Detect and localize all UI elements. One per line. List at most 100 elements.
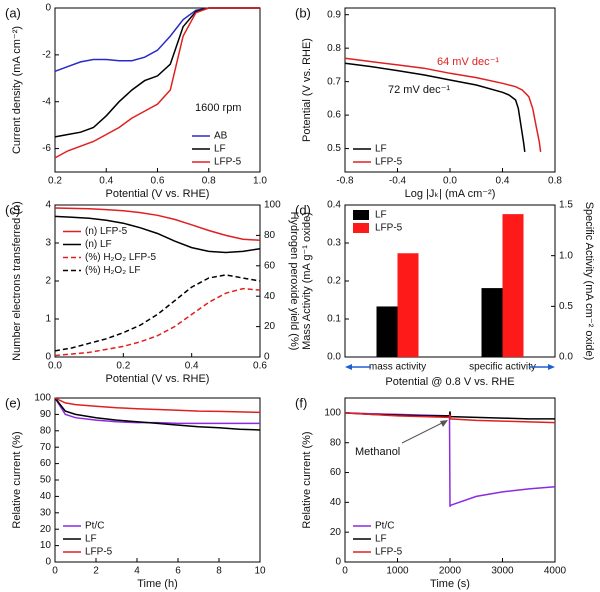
x-tick-label: -0.4	[389, 176, 407, 187]
legend-label: AB	[214, 131, 228, 142]
y-tick-label: 100	[34, 393, 51, 404]
line-series	[54, 397, 261, 414]
x-axis-label: Log |Jₖ| (mA cm⁻²)	[405, 188, 496, 200]
legend-label: (n) LF	[85, 239, 112, 250]
y-tick-label: 60	[40, 458, 52, 469]
y2-axis-label: Specific Activity (mA cm⁻² oxide)	[583, 202, 595, 361]
line-series	[344, 62, 526, 152]
x-tick-label: 0.4	[185, 361, 199, 372]
x-tick-label: 0.2	[116, 361, 130, 372]
arrowhead-left	[345, 364, 352, 370]
y2-tick-label: 1.5	[559, 200, 573, 211]
legend-label: LF	[375, 534, 387, 545]
annotation: 72 mV dec⁻¹	[388, 84, 450, 96]
legend-label: LFP-5	[375, 547, 403, 558]
annotation: 1600 rpm	[195, 102, 241, 114]
x-tick-label: 4000	[544, 566, 567, 577]
y-tick-label: 20	[330, 527, 342, 538]
y-tick-label: 70	[40, 442, 52, 453]
y2-tick-label: 0.0	[559, 352, 573, 363]
y-tick-label: 0.2	[327, 276, 341, 287]
y2-tick-label: 60	[264, 260, 276, 271]
y-tick-label: 100	[324, 408, 341, 419]
y-tick-label: 40	[40, 491, 52, 502]
legend-label: (n) LFP-5	[85, 226, 128, 237]
panel-tag: (e)	[5, 395, 21, 410]
y-axis-label: Mass Activity (mA g⁻¹ oxide)	[301, 212, 313, 350]
y2-tick-label: 40	[264, 291, 276, 302]
y2-tick-label: 20	[264, 321, 276, 332]
x-axis-label: Potential (V vs. RHE)	[106, 373, 210, 385]
x-tick-label: 0.8	[202, 176, 216, 187]
line-series	[54, 7, 260, 138]
x-axis-label: Potential (V vs. RHE)	[106, 188, 210, 200]
line-series	[344, 57, 542, 152]
x-tick-label: 0.0	[443, 176, 457, 187]
line-series	[54, 7, 260, 159]
x-tick-label: 2	[93, 566, 99, 577]
legend-label: LFP-5	[375, 223, 403, 234]
legend-label: LFP-5	[375, 157, 403, 168]
methanol-arrowhead	[440, 420, 448, 427]
x-tick-label: 0.8	[548, 176, 562, 187]
y-tick-label: 4	[45, 200, 51, 211]
line-series	[54, 397, 260, 425]
x-tick-label: 0.6	[253, 361, 267, 372]
y-tick-label: 0.6	[327, 110, 341, 121]
x-tick-label: 1.0	[253, 176, 267, 187]
y2-tick-label: 80	[264, 230, 276, 241]
legend-label: LF	[214, 144, 226, 155]
x-tick-label: 0.0	[48, 361, 62, 372]
category-label: mass activity	[369, 362, 426, 373]
bar	[502, 214, 524, 357]
y-tick-label: 80	[330, 437, 342, 448]
y-axis-label: Potential (V vs. RHE)	[301, 38, 313, 142]
legend-label: LFP-5	[85, 547, 113, 558]
x-tick-label: 0.4	[99, 176, 113, 187]
line-series	[54, 397, 261, 431]
x-tick-label: 0.2	[48, 176, 62, 187]
y-tick-label: 90	[40, 409, 52, 420]
y-tick-label: 0	[45, 3, 51, 14]
x-tick-label: 0	[52, 566, 58, 577]
y2-tick-label: 0	[264, 352, 270, 363]
y2-axis-label: Hydrogen peroxide yield (%)	[288, 212, 300, 351]
y-tick-label: 0.3	[327, 238, 341, 249]
y-tick-label: 0.9	[327, 9, 341, 20]
y-tick-label: -2	[42, 49, 51, 60]
y-tick-label: 0.7	[327, 76, 341, 87]
x-tick-label: 6	[175, 566, 181, 577]
y-tick-label: -6	[42, 143, 51, 154]
y-tick-label: 20	[40, 524, 52, 535]
x-tick-label: 0.6	[151, 176, 165, 187]
line-series	[54, 7, 260, 73]
y-axis-label: Relative current (%)	[11, 431, 23, 528]
y-tick-label: 0.8	[327, 43, 341, 54]
x-tick-label: -0.8	[336, 176, 354, 187]
x-tick-label: 0.4	[496, 176, 510, 187]
legend-label: LF	[85, 534, 97, 545]
y-tick-label: 0.0	[327, 352, 341, 363]
legend-swatch	[353, 210, 369, 220]
y-tick-label: 50	[40, 475, 52, 486]
y-tick-label: 0	[335, 557, 341, 568]
y-tick-label: 0	[45, 352, 51, 363]
line-series	[54, 215, 261, 254]
legend-label: LFP-5	[214, 157, 242, 168]
y-tick-label: -4	[42, 96, 51, 107]
x-tick-label: 10	[254, 566, 266, 577]
annotation: 64 mV dec⁻¹	[437, 56, 499, 68]
y-tick-label: 30	[40, 507, 52, 518]
y-tick-label: 0	[45, 557, 51, 568]
y-tick-label: 80	[40, 425, 52, 436]
y-tick-label: 10	[40, 540, 52, 551]
line-series	[54, 274, 261, 352]
y2-tick-label: 0.5	[559, 301, 573, 312]
y-tick-label: 0.1	[327, 314, 341, 325]
plot-frame	[54, 7, 261, 173]
bar	[481, 288, 503, 357]
panel-tag: (c)	[5, 202, 20, 217]
x-tick-label: 3000	[491, 566, 514, 577]
x-tick-label: 4	[134, 566, 140, 577]
